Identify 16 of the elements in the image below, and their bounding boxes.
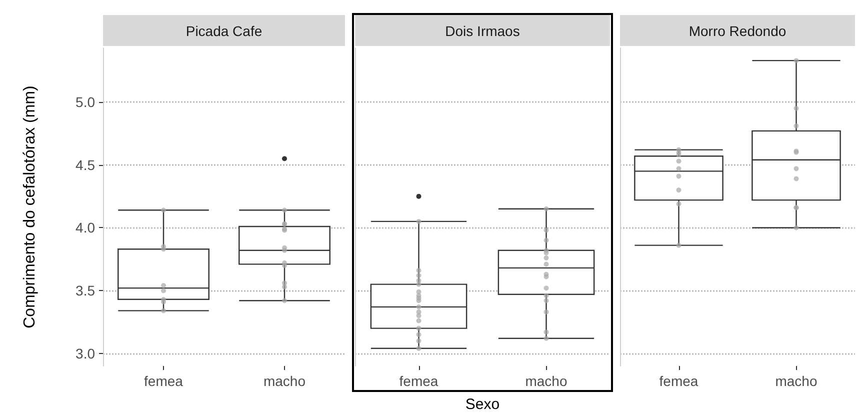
x-tick-label: macho (775, 373, 818, 389)
x-axis-title: Sexo (465, 396, 500, 413)
x-tick-label: macho (525, 373, 568, 389)
x-tick-label: femea (144, 373, 184, 389)
chart-title: Picada Cafe (103, 15, 345, 46)
y-tick-label: 4.0 (76, 220, 96, 236)
chart-title: Morro Redondo (620, 15, 855, 46)
y-tick-label: 5.0 (76, 94, 96, 110)
chart-title: Dois Irmaos (355, 15, 610, 46)
y-tick-label: 3.0 (76, 345, 96, 362)
x-tick-label: macho (263, 373, 306, 389)
y-tick-label: 4.5 (76, 156, 96, 173)
y-axis-title: Comprimento do cefalotórax (mm) (22, 86, 38, 328)
x-tick-label: femea (399, 373, 438, 389)
x-tick-label: femea (659, 373, 698, 389)
y-tick-label: 3.5 (76, 282, 96, 299)
